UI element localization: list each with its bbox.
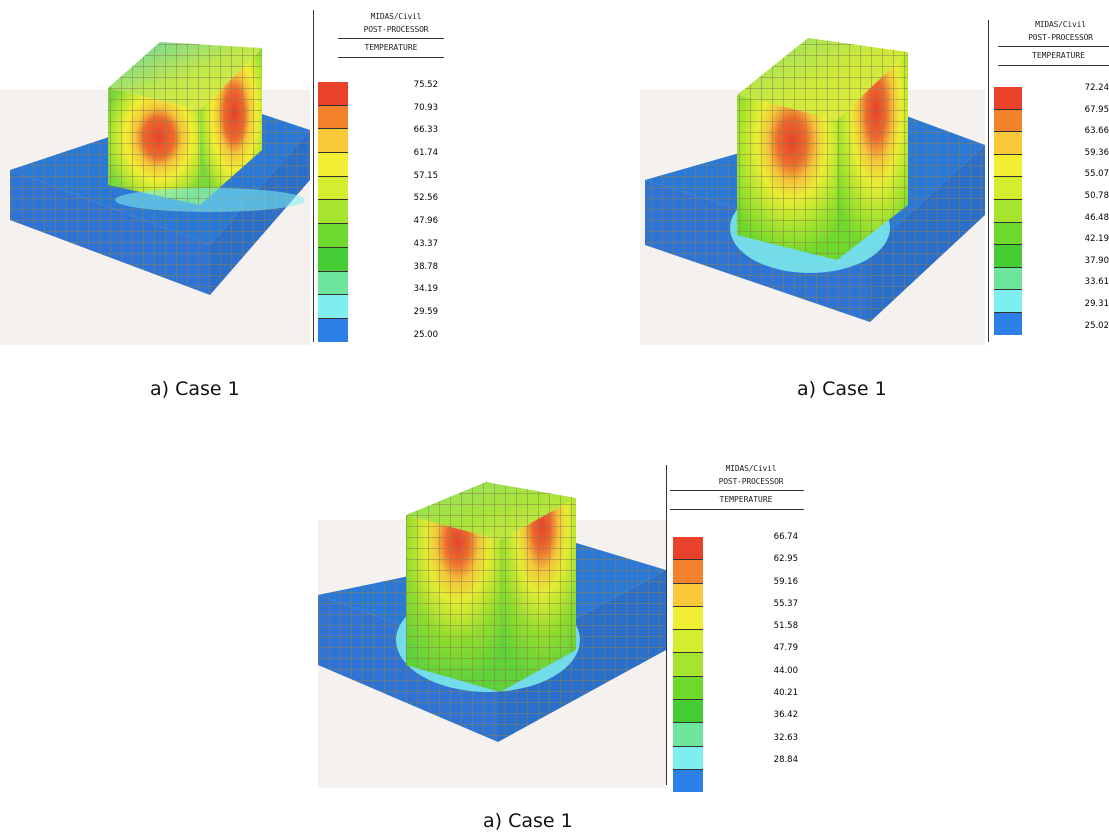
legend-value: 55.07 bbox=[1084, 169, 1109, 180]
color-bar bbox=[318, 82, 348, 342]
legend-value: 33.61 bbox=[1084, 277, 1109, 288]
legend-value: 29.59 bbox=[413, 306, 438, 317]
color-scale: 75.52 70.93 66.33 61.74 57.15 52.56 47.9… bbox=[318, 80, 438, 342]
legend-header-line1: MIDAS/Civil bbox=[725, 464, 777, 473]
legend-values: 75.52 70.93 66.33 61.74 57.15 52.56 47.9… bbox=[358, 80, 438, 342]
color-scale: 66.74 62.95 59.16 55.37 51.58 47.79 44.0… bbox=[673, 532, 798, 793]
thermal-model-view bbox=[640, 38, 985, 345]
legend-value: 59.16 bbox=[773, 576, 798, 587]
legend-value: 34.19 bbox=[413, 284, 438, 295]
legend-value: 59.36 bbox=[1084, 147, 1109, 158]
legend-result-label: TEMPERATURE bbox=[719, 495, 773, 504]
thermal-model-view bbox=[318, 482, 666, 788]
legend-value: 37.90 bbox=[1084, 255, 1109, 266]
legend-value: 29.31 bbox=[1084, 298, 1109, 309]
legend-value: 63.66 bbox=[1084, 126, 1109, 137]
legend-value: 55.37 bbox=[773, 598, 798, 609]
legend-value: 38.78 bbox=[413, 261, 438, 272]
legend-value: 42.19 bbox=[1084, 234, 1109, 245]
legend-value: 25.00 bbox=[413, 329, 438, 340]
color-bar bbox=[994, 87, 1022, 335]
legend-value: 44.00 bbox=[773, 665, 798, 676]
legend-value: 47.96 bbox=[413, 216, 438, 227]
legend-values: 72.24 67.95 63.66 59.36 55.07 50.78 46.4… bbox=[1039, 83, 1109, 333]
legend-value: 36.42 bbox=[773, 710, 798, 721]
result-legend: MIDAS/Civil POST-PROCESSOR TEMPERATURE bbox=[318, 10, 444, 60]
legend-header-line2: POST-PROCESSOR bbox=[718, 477, 784, 486]
legend-header-line2: POST-PROCESSOR bbox=[363, 25, 429, 34]
figure-caption: a) Case 1 bbox=[483, 810, 573, 832]
legend-value: 57.15 bbox=[413, 170, 438, 181]
thermal-model-view bbox=[0, 42, 310, 345]
legend-value: 75.52 bbox=[413, 80, 438, 90]
figure-caption: a) Case 1 bbox=[150, 378, 240, 400]
legend-value: 50.78 bbox=[1084, 190, 1109, 201]
legend-result-label: TEMPERATURE bbox=[364, 43, 418, 52]
panel-case-1a: MIDAS/Civil POST-PROCESSOR TEMPERATURE 7… bbox=[0, 0, 450, 350]
legend-value: 46.48 bbox=[1084, 212, 1109, 223]
legend-header-line1: MIDAS/Civil bbox=[370, 12, 422, 21]
figure-caption: a) Case 1 bbox=[797, 378, 887, 400]
legend-value: 72.24 bbox=[1084, 83, 1109, 93]
legend-value: 47.79 bbox=[773, 643, 798, 654]
color-scale: 72.24 67.95 63.66 59.36 55.07 50.78 46.4… bbox=[994, 83, 1109, 335]
result-legend: MIDAS/Civil POST-PROCESSOR TEMPERATURE bbox=[992, 18, 1109, 68]
legend-result-label: TEMPERATURE bbox=[1032, 51, 1085, 60]
legend-value: 67.95 bbox=[1084, 104, 1109, 115]
legend-value: 32.63 bbox=[773, 732, 798, 743]
result-legend: MIDAS/Civil POST-PROCESSOR TEMPERATURE bbox=[670, 462, 804, 512]
color-bar bbox=[673, 537, 703, 793]
panel-case-1b: MIDAS/Civil POST-PROCESSOR TEMPERATURE 7… bbox=[640, 0, 1109, 350]
legend-value: 43.37 bbox=[413, 238, 438, 249]
legend-value: 61.74 bbox=[413, 148, 438, 159]
legend-value: 52.56 bbox=[413, 193, 438, 204]
legend-value: 66.74 bbox=[773, 532, 798, 542]
legend-values: 66.74 62.95 59.16 55.37 51.58 47.79 44.0… bbox=[718, 532, 798, 777]
legend-value: 70.93 bbox=[413, 102, 438, 113]
legend-header-line1: MIDAS/Civil bbox=[1035, 20, 1086, 29]
legend-value: 51.58 bbox=[773, 621, 798, 632]
legend-value: 25.02 bbox=[1084, 320, 1109, 331]
legend-header-line2: POST-PROCESSOR bbox=[1028, 33, 1093, 42]
legend-value: 62.95 bbox=[773, 554, 798, 565]
legend-value: 66.33 bbox=[413, 125, 438, 136]
legend-value: 40.21 bbox=[773, 688, 798, 699]
panel-case-1c: MIDAS/Civil POST-PROCESSOR TEMPERATURE 6… bbox=[318, 460, 808, 793]
legend-value: 28.84 bbox=[773, 754, 798, 765]
